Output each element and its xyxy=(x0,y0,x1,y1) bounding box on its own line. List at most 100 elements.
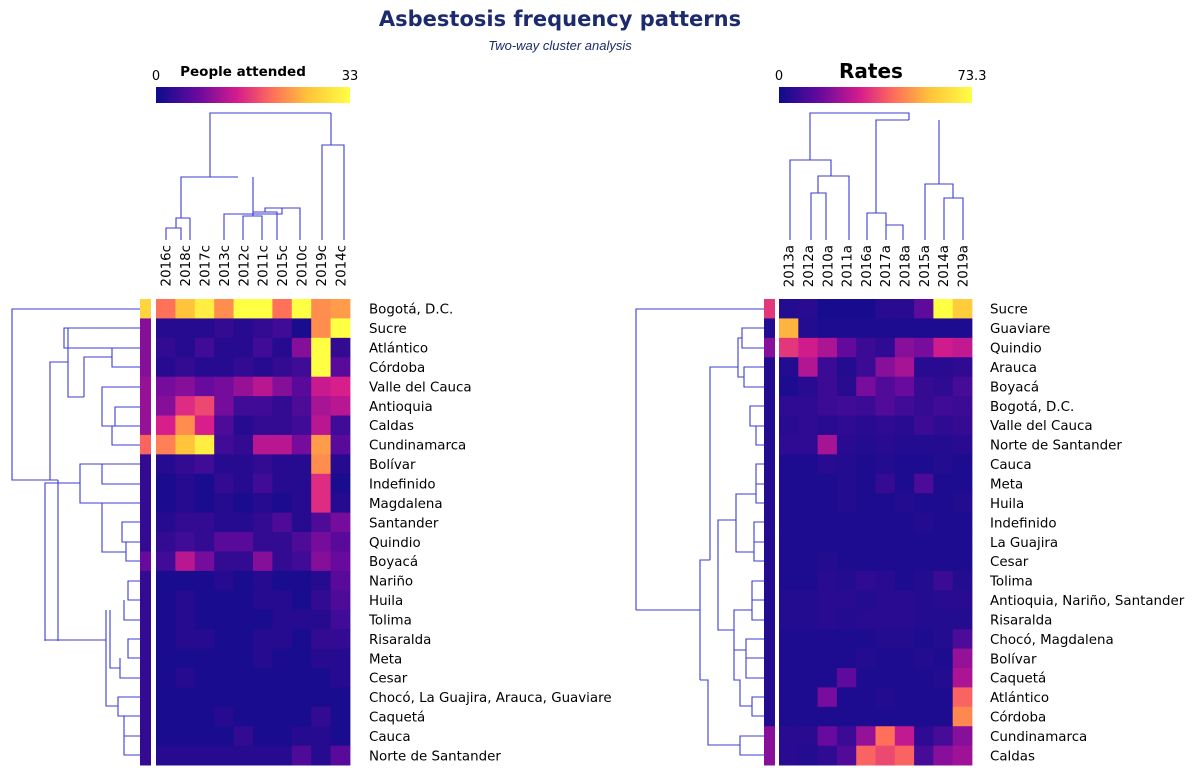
left-row-label: Caquetá xyxy=(369,710,425,726)
right-row-label: Norte de Santander xyxy=(990,439,1122,454)
left-heatmap-cell xyxy=(330,454,351,475)
left-heatmap-cell xyxy=(330,473,351,494)
right-heatmap-cell xyxy=(798,357,818,378)
left-heatmap-cell xyxy=(214,434,234,455)
right-row-strip-cell xyxy=(764,299,775,319)
left-heatmap-cell xyxy=(272,473,293,494)
left-heatmap-cell xyxy=(175,473,196,494)
right-heatmap-cell xyxy=(779,454,799,475)
left-colorbar-min-label: 0 xyxy=(152,69,160,84)
left-heatmap-cell xyxy=(233,454,254,475)
right-heatmap-cell xyxy=(952,706,973,727)
right-heatmap-cell xyxy=(894,376,915,397)
left-heatmap-cell xyxy=(194,590,215,611)
left-heatmap-cell xyxy=(233,337,254,358)
left-heatmap-cell xyxy=(233,493,254,514)
right-heatmap-cell xyxy=(817,570,838,591)
right-heatmap-cell xyxy=(914,396,934,416)
left-heatmap-cell xyxy=(253,609,273,630)
left-row-strip-cell xyxy=(140,570,151,591)
heatmap-labels: Bogotá, D.C. Sucre Atlántico Córdoba Valle d… xyxy=(160,245,1185,764)
right-heatmap-cell xyxy=(779,434,799,455)
right-heatmap-cell xyxy=(894,570,915,591)
right-heatmap-cell xyxy=(914,629,934,649)
right-row-label: Caquetá xyxy=(990,671,1046,687)
right-heatmap-cell xyxy=(817,609,838,630)
right-heatmap-cell xyxy=(952,337,973,358)
left-heatmap-cell xyxy=(311,415,331,436)
right-row-label: Quindio xyxy=(990,342,1042,357)
left-heatmap-cell xyxy=(194,434,215,455)
right-heatmap-cell xyxy=(798,726,818,747)
left-row-label: Valle del Cauca xyxy=(369,380,472,395)
right-heatmap-cell xyxy=(952,493,973,514)
right-heatmap-cell xyxy=(914,454,934,475)
right-heatmap-cell xyxy=(914,532,934,552)
left-heatmap-cell xyxy=(272,532,293,552)
right-heatmap-cell xyxy=(875,745,896,766)
left-heatmap-cell xyxy=(214,337,234,358)
left-heatmap-cell xyxy=(194,648,215,669)
left-row-label: Bolívar xyxy=(369,457,416,473)
right-heatmap-cell xyxy=(779,629,799,649)
left-heatmap-cell xyxy=(175,493,196,514)
left-heatmap-cell xyxy=(214,376,234,397)
left-heatmap-cell xyxy=(253,512,273,533)
left-heatmap-cell xyxy=(194,473,215,494)
right-heatmap-cell xyxy=(779,337,799,358)
right-heatmap-cell xyxy=(779,357,799,378)
right-heatmap-cell xyxy=(875,357,896,378)
right-heatmap-cell xyxy=(836,648,857,669)
left-heatmap-cell xyxy=(233,396,254,416)
left-heatmap-cell xyxy=(330,629,351,649)
right-heatmap-cell xyxy=(779,687,799,708)
right-heatmap-cell xyxy=(856,687,876,708)
left-heatmap-cell xyxy=(311,532,331,552)
right-heatmap-cell xyxy=(914,493,934,514)
left-heatmap-cell xyxy=(194,415,215,436)
left-heatmap-cell xyxy=(253,648,273,669)
right-heatmap-cell xyxy=(798,318,818,339)
left-heatmap-cell xyxy=(156,648,176,669)
left-heatmap-cell xyxy=(253,590,273,611)
left-row-label: Santander xyxy=(369,516,439,531)
right-heatmap-cell xyxy=(856,454,876,475)
left-heatmap-cell xyxy=(253,454,273,475)
right-heatmap-cell xyxy=(836,726,857,747)
left-heatmap-cell xyxy=(214,415,234,436)
right-heatmap-cell xyxy=(933,454,954,475)
right-heatmap-cell xyxy=(952,609,973,630)
right-colorbar-gradient xyxy=(779,87,972,103)
right-heatmap-cell xyxy=(798,551,818,572)
left-heatmap-cell xyxy=(194,706,215,727)
right-row-strip-cell xyxy=(764,687,775,708)
right-heatmap-cell xyxy=(952,454,973,475)
left-heatmap-cell xyxy=(272,434,293,455)
right-heatmap-cell xyxy=(933,357,954,378)
right-heatmap-cell xyxy=(894,473,915,494)
right-heatmap-cell xyxy=(933,434,954,455)
left-heatmap-cell xyxy=(175,551,196,572)
right-heatmap-cell xyxy=(856,609,876,630)
right-row-label: Bogotá, D.C. xyxy=(990,399,1074,415)
right-row-strip-cell xyxy=(764,745,775,766)
left-heatmap-cell xyxy=(330,434,351,455)
right-heatmap-cell xyxy=(875,512,896,533)
left-heatmap-cell xyxy=(156,629,176,649)
left-row-strip-cell xyxy=(140,376,151,397)
right-heatmap-cell xyxy=(894,493,915,514)
left-heatmap-cell xyxy=(233,434,254,455)
right-row-strip-cell xyxy=(764,415,775,436)
left-heatmap-cell xyxy=(214,648,234,669)
right-heatmap-cell xyxy=(836,434,857,455)
left-heatmap-cell xyxy=(311,706,331,727)
left-heatmap-cell xyxy=(291,609,312,630)
left-row-label: Magdalena xyxy=(369,497,443,512)
right-heatmap-cell xyxy=(933,706,954,727)
right-heatmap-cell xyxy=(875,648,896,669)
left-heatmap-cell xyxy=(272,687,293,708)
left-heatmap-cell xyxy=(214,726,234,747)
left-colorbar: 0 33 People attended xyxy=(152,64,358,103)
right-heatmap-cell xyxy=(856,667,876,688)
